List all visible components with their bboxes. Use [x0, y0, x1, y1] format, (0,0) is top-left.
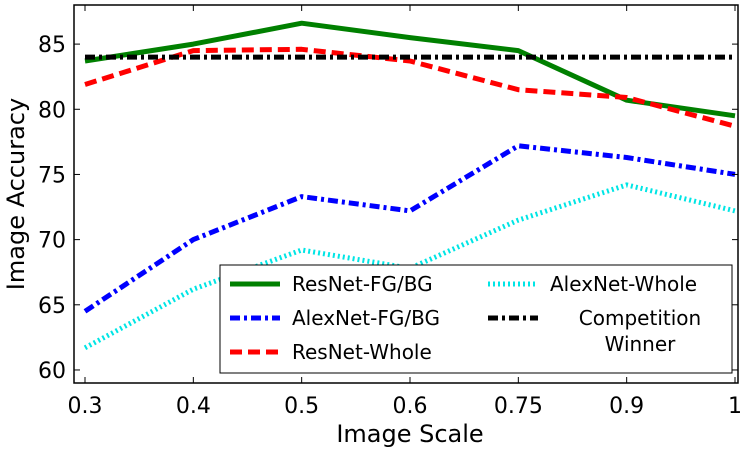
y-tick-label: 65 [38, 294, 66, 319]
legend-label: AlexNet-Whole [550, 272, 697, 296]
legend-item: AlexNet-FG/BG [230, 306, 440, 330]
legend-label: Competition [579, 306, 701, 330]
series-line-alexnet-whole [83, 182, 736, 350]
legend-label: ResNet-FG/BG [292, 272, 433, 296]
legend-label: AlexNet-FG/BG [292, 306, 440, 330]
legend-items: ResNet-FG/BG AlexNet-FG/BG ResNet-Whole Ale… [230, 272, 701, 364]
legend-item: AlexNet-Whole [488, 272, 697, 296]
x-axis-label: Image Scale [336, 420, 483, 448]
series-line-resnet-whole [84, 46, 736, 129]
y-tick-label: 70 [38, 229, 66, 254]
y-tick-label: 60 [38, 359, 66, 384]
legend-box [219, 264, 733, 374]
x-tick-label: 0.5 [284, 394, 319, 419]
y-tick-label: 75 [38, 163, 66, 188]
x-tick-label: 0.75 [494, 394, 543, 419]
legend-item: ResNet-FG/BG [230, 272, 433, 296]
series-line-resnet-fg-bg [84, 20, 736, 119]
ticks-layer: 0.3 0.4 0.5 0.6 0.75 0.9 1 60 65 70 75 80 85 [38, 5, 742, 419]
legend-label: ResNet-Whole [292, 340, 432, 364]
x-tick-label: 0.9 [609, 394, 644, 419]
x-tick-label: 0.6 [393, 394, 428, 419]
x-tick-label: 1 [728, 394, 742, 419]
plot-frame [73, 4, 739, 384]
legend: ResNet-FG/BG AlexNet-FG/BG ResNet-Whole Ale… [219, 264, 733, 374]
series-layer [83, 20, 736, 350]
legend-item: ResNet-Whole [230, 340, 432, 364]
x-tick-label: 0.4 [176, 394, 211, 419]
y-tick-label: 85 [38, 33, 66, 58]
y-axis-label: Image Accuracy [2, 98, 30, 290]
series-line-alexnet-fg-bg [83, 143, 736, 314]
y-tick-label: 80 [38, 98, 66, 123]
x-tick-label: 0.3 [68, 394, 103, 419]
legend-label-cont: Winner [605, 332, 677, 356]
